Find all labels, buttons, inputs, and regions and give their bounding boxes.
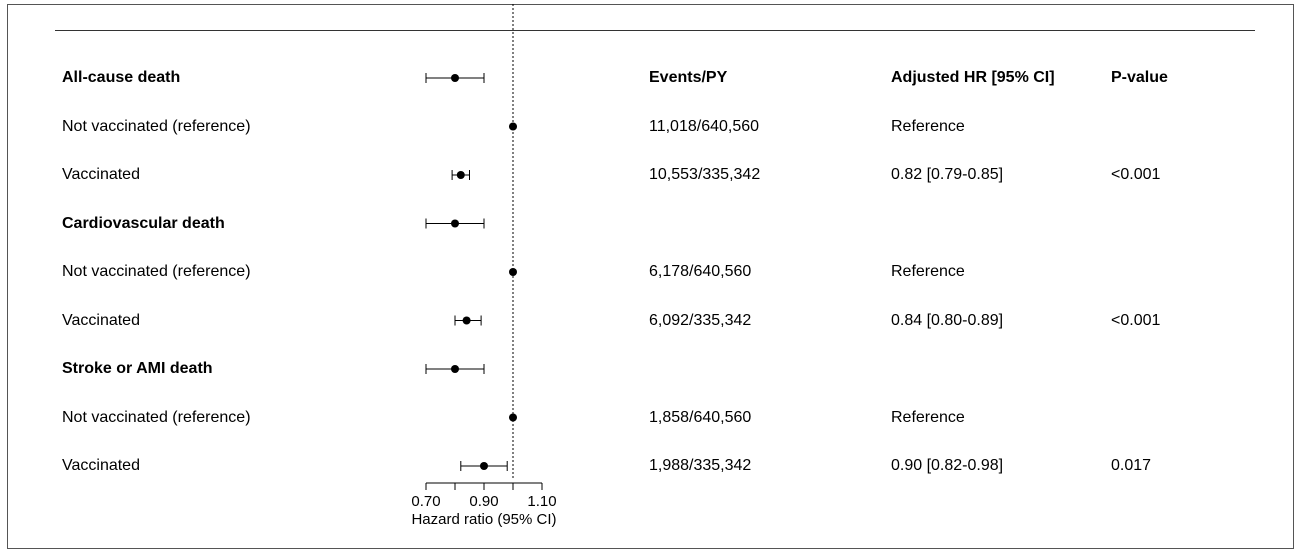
row-label: Stroke or AMI death [62, 360, 213, 377]
point-estimate [451, 74, 459, 82]
row-label: All-cause death [62, 69, 181, 86]
row-adjusted-hr: Reference [891, 408, 965, 426]
point-estimate [509, 413, 517, 422]
point-estimate [462, 316, 471, 325]
row-p-value: <0.001 [1111, 166, 1161, 183]
row-events: 6,092/335,342 [649, 311, 752, 329]
x-tick-label: 1.10 [527, 493, 556, 510]
row-events: 10,553/335,342 [649, 166, 761, 183]
row-label: Vaccinated [62, 311, 140, 329]
row-events: 6,178/640,560 [649, 263, 752, 280]
row-label: Not vaccinated (reference) [62, 263, 251, 280]
header-adjusted-hr: Adjusted HR [95% CI] [891, 69, 1055, 86]
x-tick-label: 0.70 [411, 493, 440, 510]
row-events: 11,018/640,560 [649, 117, 760, 135]
row-events: 1,858/640,560 [649, 408, 752, 426]
point-estimate [451, 219, 459, 228]
point-estimate [509, 268, 517, 276]
header-p-value: P-value [1111, 69, 1168, 86]
row-label: Not vaccinated (reference) [62, 408, 251, 426]
row-label: Not vaccinated (reference) [62, 117, 251, 135]
table-top-rule [55, 30, 1255, 31]
row-adjusted-hr: 0.90 [0.82-0.98] [891, 457, 1004, 474]
row-label: Vaccinated [62, 166, 140, 183]
point-estimate [456, 171, 465, 179]
row-p-value: <0.001 [1111, 311, 1161, 329]
row-p-value: 0.017 [1111, 457, 1152, 474]
x-axis-label: Hazard ratio (95% CI) [411, 511, 556, 528]
header-events: Events/PY [649, 69, 728, 86]
row-adjusted-hr: Reference [891, 263, 965, 280]
row-label: Cardiovascular death [62, 214, 225, 232]
figure-frame [7, 4, 1294, 549]
point-estimate [480, 462, 488, 470]
x-tick-label: 0.90 [469, 493, 498, 510]
row-label: Vaccinated [62, 457, 140, 474]
point-estimate [509, 122, 517, 131]
point-estimate [451, 365, 459, 373]
row-adjusted-hr: 0.82 [0.79-0.85] [891, 166, 1004, 183]
row-adjusted-hr: Reference [891, 117, 965, 135]
row-events: 1,988/335,342 [649, 457, 752, 474]
row-adjusted-hr: 0.84 [0.80-0.89] [891, 311, 1004, 329]
